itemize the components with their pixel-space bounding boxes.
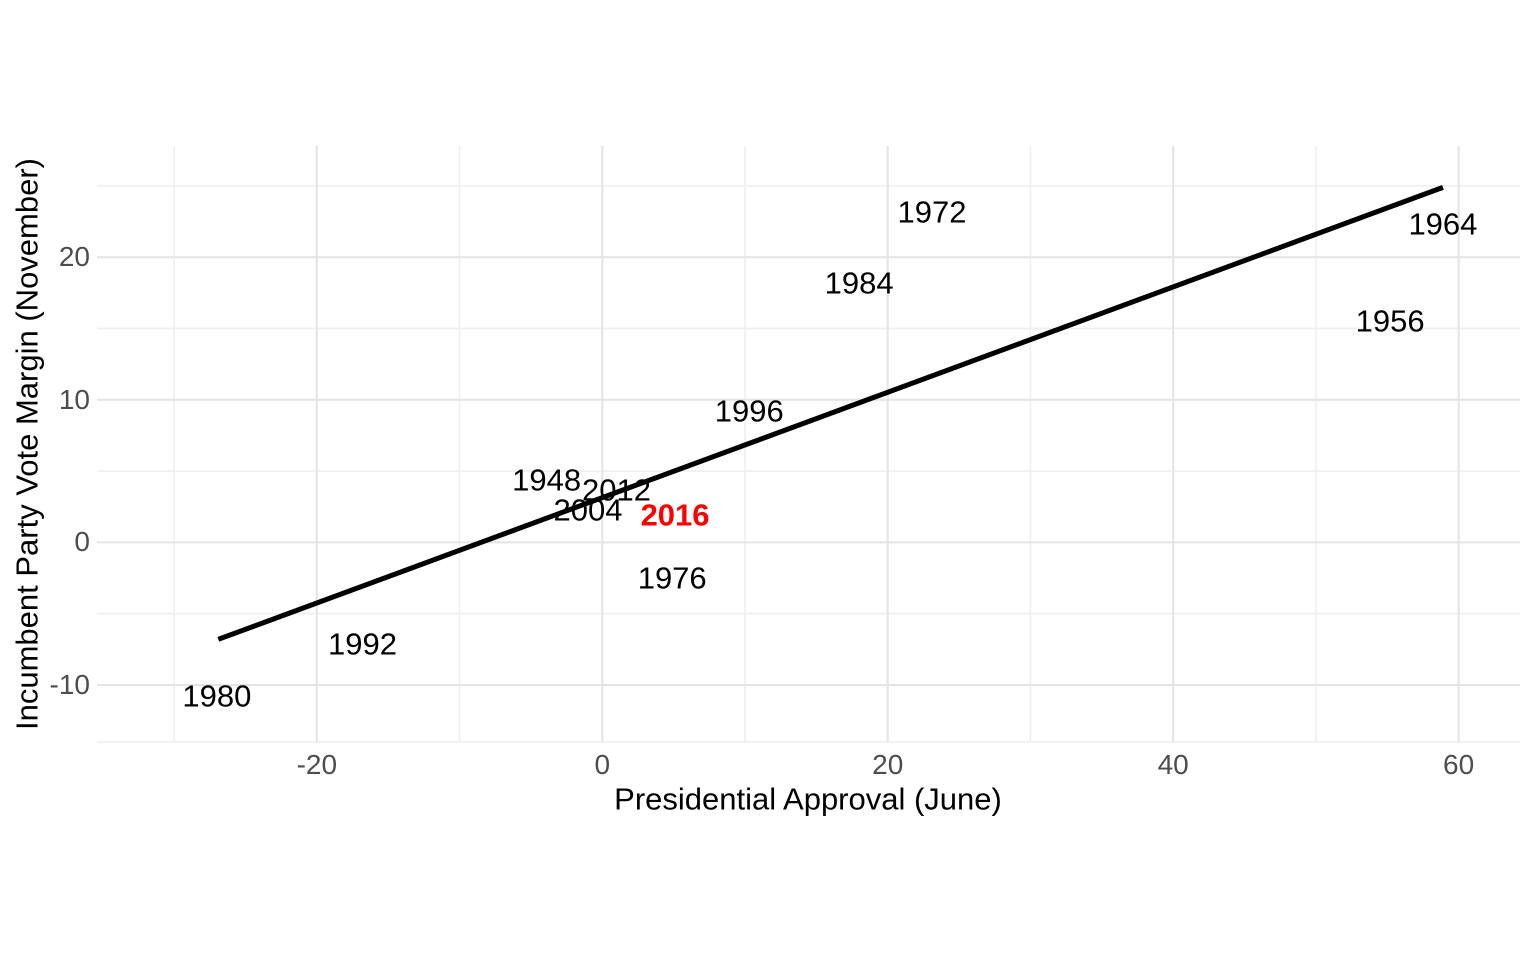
y-tick-label-0: 0 [74,526,90,558]
y-tick-label-20: 20 [58,241,90,273]
year-label-1948: 1948 [512,462,582,498]
year-label-2016: 2016 [640,497,710,533]
gridlines-minor [97,146,1520,743]
year-label-1984: 1984 [824,265,894,301]
y-tick-label-10: 10 [58,383,90,415]
x-tick-label-20: 20 [872,749,904,780]
x-tick-label-60: 60 [1443,749,1475,780]
x-tick-label--20: -20 [296,749,338,780]
year-label-1996: 1996 [714,393,784,429]
year-label-1964: 1964 [1408,206,1478,242]
x-tick-label-0: 0 [594,749,611,780]
year-label-1956: 1956 [1355,303,1425,339]
gridlines-major [97,146,1520,742]
year-label-1992: 1992 [327,626,397,662]
x-axis-title: Presidential Approval (June) [614,781,1002,817]
y-axis-title: Incumbent Party Vote Margin (November) [9,157,45,731]
regression-line-segment [217,185,1444,642]
regression-line [217,185,1444,642]
y-tick-label--10: -10 [49,668,90,700]
year-label-1980: 1980 [182,678,252,714]
year-label-2004: 2004 [553,492,623,528]
x-tick-label-40: 40 [1157,749,1189,780]
year-label-1976: 1976 [637,560,707,596]
year-label-2012: 2012 [582,472,651,508]
year-label-1972: 1972 [897,194,967,230]
